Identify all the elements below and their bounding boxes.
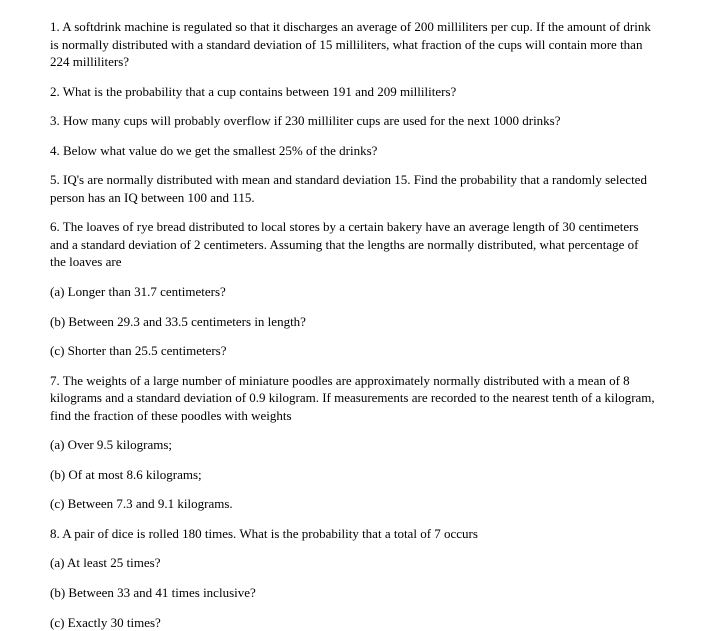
question-6b: (b) Between 29.3 and 33.5 centimeters in… (50, 313, 656, 331)
question-7c: (c) Between 7.3 and 9.1 kilograms. (50, 495, 656, 513)
question-7b: (b) Of at most 8.6 kilograms; (50, 466, 656, 484)
question-7: 7. The weights of a large number of mini… (50, 372, 656, 425)
question-8a: (a) At least 25 times? (50, 554, 656, 572)
question-6a: (a) Longer than 31.7 centimeters? (50, 283, 656, 301)
question-1: 1. A softdrink machine is regulated so t… (50, 18, 656, 71)
question-5: 5. IQ's are normally distributed with me… (50, 171, 656, 206)
question-6c: (c) Shorter than 25.5 centimeters? (50, 342, 656, 360)
question-7a: (a) Over 9.5 kilograms; (50, 436, 656, 454)
question-8: 8. A pair of dice is rolled 180 times. W… (50, 525, 656, 543)
question-4: 4. Below what value do we get the smalle… (50, 142, 656, 160)
question-3: 3. How many cups will probably overflow … (50, 112, 656, 130)
question-6: 6. The loaves of rye bread distributed t… (50, 218, 656, 271)
question-2: 2. What is the probability that a cup co… (50, 83, 656, 101)
question-8b: (b) Between 33 and 41 times inclusive? (50, 584, 656, 602)
question-8c: (c) Exactly 30 times? (50, 614, 656, 631)
